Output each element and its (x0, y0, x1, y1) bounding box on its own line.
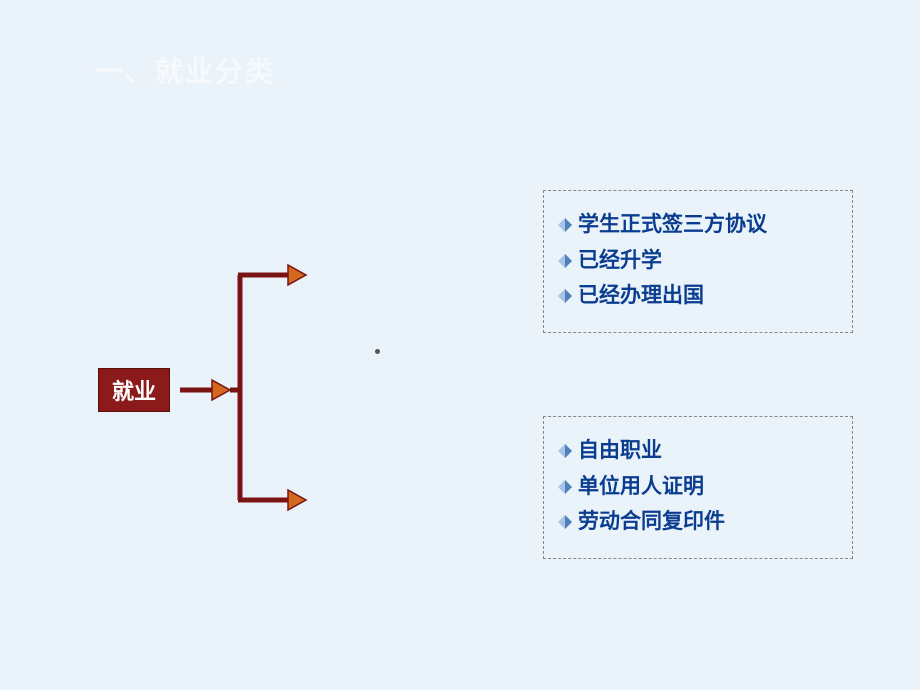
diamond-bullet-icon (558, 444, 572, 458)
diamond-bullet-icon (558, 515, 572, 529)
arrow-head-1 (212, 380, 230, 400)
group-box-2: 自由职业 单位用人证明 劳动合同复印件 (543, 416, 853, 559)
item-label: 自由职业 (578, 433, 662, 469)
diamond-bullet-icon (558, 254, 572, 268)
list-item: 劳动合同复印件 (558, 504, 834, 540)
diamond-bullet-icon (558, 218, 572, 232)
diamond-bullet-icon (558, 289, 572, 303)
list-item: 已经升学 (558, 243, 834, 279)
decorative-dot (375, 349, 380, 354)
item-label: 已经办理出国 (578, 278, 704, 314)
list-item: 自由职业 (558, 433, 834, 469)
list-item: 学生正式签三方协议 (558, 207, 834, 243)
item-label: 学生正式签三方协议 (578, 207, 767, 243)
arrow-head-top (288, 265, 306, 285)
item-label: 单位用人证明 (578, 469, 704, 505)
arrow-head-bottom (288, 490, 306, 510)
group-box-1: 学生正式签三方协议 已经升学 已经办理出国 (543, 190, 853, 333)
connector-svg (0, 0, 920, 690)
item-label: 劳动合同复印件 (578, 504, 725, 540)
list-item: 单位用人证明 (558, 469, 834, 505)
item-label: 已经升学 (578, 243, 662, 279)
diamond-bullet-icon (558, 480, 572, 494)
list-item: 已经办理出国 (558, 278, 834, 314)
